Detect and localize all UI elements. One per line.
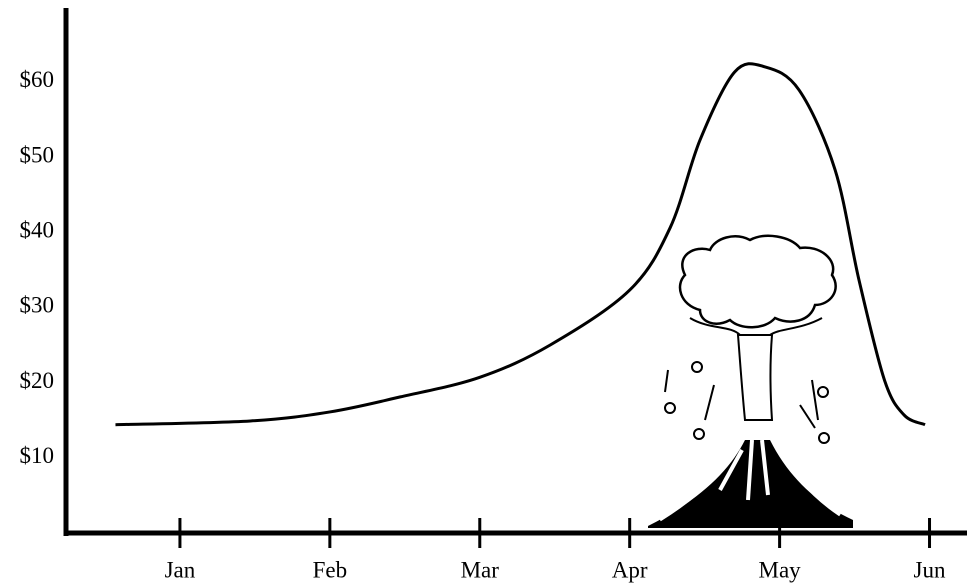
x-tick-label: Apr bbox=[612, 557, 648, 582]
x-tick-label: Jun bbox=[914, 557, 946, 582]
price-line bbox=[115, 64, 925, 425]
volcano-illustration bbox=[648, 236, 853, 528]
y-tick-label: $10 bbox=[20, 443, 55, 468]
y-tick-label: $20 bbox=[20, 368, 55, 393]
x-tick-label: May bbox=[759, 557, 802, 582]
y-tick-label: $30 bbox=[20, 293, 55, 318]
chart: $10 $20 $30 $40 $50 $60 Jan Feb Mar Apr May Jun bbox=[0, 0, 967, 587]
x-tick-label: Jan bbox=[165, 557, 196, 582]
y-tick-label: $40 bbox=[20, 217, 55, 242]
y-tick-label: $60 bbox=[20, 67, 55, 92]
x-tick-label: Mar bbox=[461, 557, 500, 582]
y-tick-label: $50 bbox=[20, 142, 55, 167]
x-tick-label: Feb bbox=[313, 557, 348, 582]
